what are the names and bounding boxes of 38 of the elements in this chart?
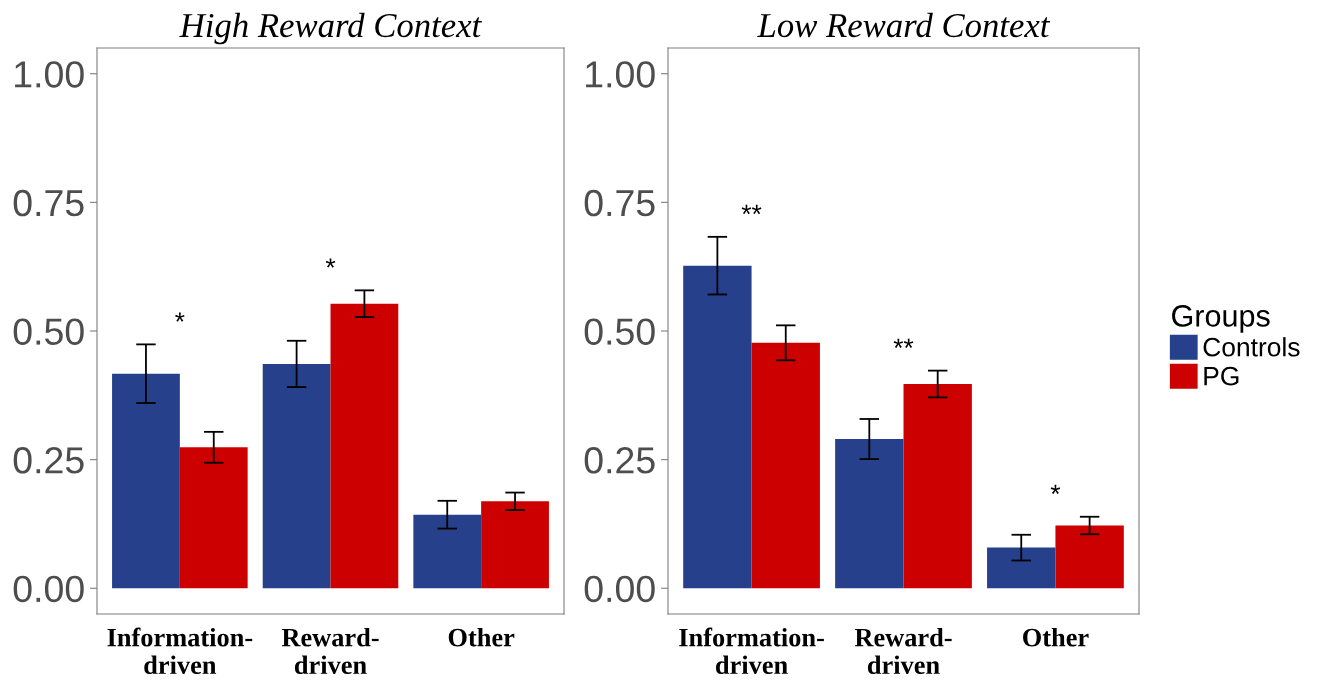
bar bbox=[1055, 525, 1124, 589]
legend-label: PG bbox=[1204, 366, 1239, 386]
y-tick-label: 0.00 bbox=[584, 575, 655, 603]
x-tick-label: Reward- driven bbox=[854, 627, 952, 675]
bar bbox=[413, 514, 482, 589]
bar bbox=[262, 363, 331, 589]
x-tick-label: Information- driven bbox=[107, 627, 253, 675]
chart-title: High Reward Context bbox=[179, 12, 482, 45]
x-tick-label: Reward- driven bbox=[281, 627, 379, 675]
bar bbox=[330, 303, 399, 589]
bar bbox=[112, 373, 180, 589]
bar bbox=[481, 501, 549, 589]
legend-label: Controls bbox=[1203, 337, 1300, 357]
y-tick-label: 0.75 bbox=[13, 189, 84, 217]
y-tick-label: 1.00 bbox=[15, 61, 84, 88]
annotation: * bbox=[325, 258, 336, 268]
y-tick-label: 0.25 bbox=[584, 447, 655, 474]
x-tick-label: Other bbox=[448, 627, 515, 647]
y-tick-label: 0.00 bbox=[13, 575, 84, 603]
bar bbox=[751, 342, 820, 589]
bar bbox=[683, 265, 752, 589]
bar bbox=[179, 447, 248, 589]
chart-title: Low Reward Context bbox=[757, 12, 1051, 38]
bar bbox=[835, 439, 904, 589]
annotation: ** bbox=[741, 204, 762, 215]
x-tick-label: Information- driven bbox=[679, 627, 824, 675]
x-tick-label: Other bbox=[1023, 627, 1089, 647]
annotation: * bbox=[1050, 484, 1061, 495]
annotation: * bbox=[175, 312, 185, 322]
y-tick-label: 0.50 bbox=[13, 318, 84, 345]
legend-title: Groups bbox=[1172, 305, 1270, 333]
y-tick-label: 0.75 bbox=[584, 189, 655, 217]
annotation: ** bbox=[893, 338, 914, 348]
bar bbox=[903, 384, 972, 589]
y-tick-label: 0.25 bbox=[13, 447, 84, 474]
bar bbox=[987, 547, 1056, 589]
y-tick-label: 1.00 bbox=[586, 61, 655, 88]
y-tick-label: 0.50 bbox=[584, 318, 655, 345]
